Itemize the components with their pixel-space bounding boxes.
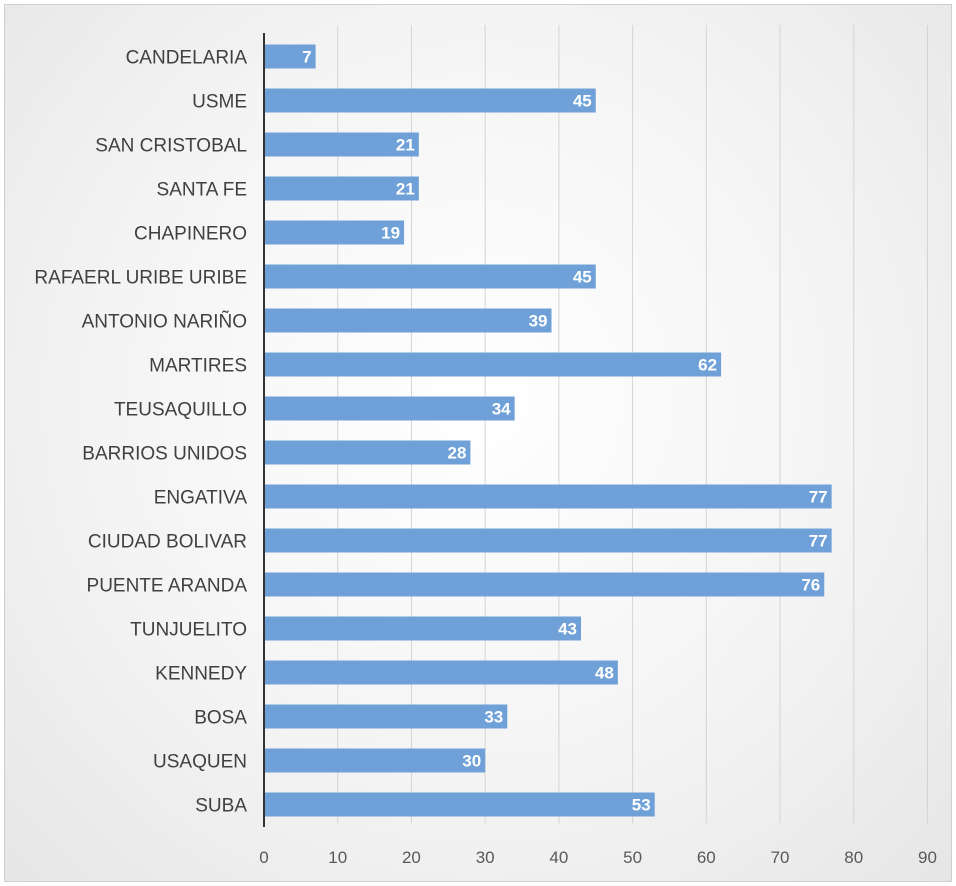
bar <box>264 88 596 113</box>
x-tick-label: 80 <box>844 848 863 867</box>
bar-value-label: 43 <box>558 620 577 639</box>
bar <box>264 264 596 289</box>
bar <box>264 748 486 773</box>
bar-value-label: 21 <box>396 136 415 155</box>
bar-value-label: 30 <box>462 752 481 771</box>
category-label: TEUSAQUILLO <box>114 400 247 421</box>
category-label: CHAPINERO <box>134 224 247 245</box>
gridlines <box>337 25 928 823</box>
category-label: ENGATIVA <box>154 488 248 509</box>
bar <box>264 440 471 465</box>
bar <box>264 484 832 509</box>
category-label: MARTIRES <box>149 356 247 377</box>
category-label: USAQUEN <box>153 752 247 773</box>
bar-value-label: 77 <box>809 532 828 551</box>
category-label: SAN CRISTOBAL <box>95 136 247 157</box>
bar-value-label: 77 <box>809 488 828 507</box>
category-label: CIUDAD BOLIVAR <box>88 532 247 553</box>
bar <box>264 396 515 421</box>
x-tick-label: 30 <box>476 848 495 867</box>
bar-value-label: 48 <box>595 664 614 683</box>
category-label: PUENTE ARANDA <box>87 576 248 597</box>
x-tick-label: 10 <box>328 848 347 867</box>
bars: 7 45 21 21 19 45 39 62 34 28 77 77 76 43 48 33 30 53 <box>264 44 832 817</box>
bar-chart: 7 45 21 21 19 45 39 62 34 28 77 77 76 43 48 33 30 53 CAND… <box>34 25 937 867</box>
category-label: SANTA FE <box>157 180 247 201</box>
bar <box>264 704 508 729</box>
x-tick-label: 40 <box>549 848 568 867</box>
bar <box>264 528 832 553</box>
bar <box>264 792 655 817</box>
bar-value-label: 21 <box>396 180 415 199</box>
x-tick-label: 90 <box>918 848 937 867</box>
x-tick-label: 70 <box>771 848 790 867</box>
bar-value-label: 45 <box>573 92 592 111</box>
category-label: RAFAERL URIBE URIBE <box>34 268 247 289</box>
x-tick-label: 60 <box>697 848 716 867</box>
category-labels: CANDELARIA USME SAN CRISTOBAL SANTA FE CHAPI… <box>34 48 247 817</box>
bar-value-label: 76 <box>801 576 820 595</box>
bar-value-label: 33 <box>484 708 503 727</box>
bar <box>264 572 825 597</box>
bar-value-label: 7 <box>302 48 311 67</box>
bar-value-label: 39 <box>529 312 548 331</box>
bar-value-label: 28 <box>447 444 466 463</box>
bar <box>264 660 618 685</box>
bar-value-label: 62 <box>698 356 717 375</box>
bar-value-label: 19 <box>381 224 400 243</box>
bar-value-label: 34 <box>492 400 511 419</box>
category-label: CANDELARIA <box>126 48 248 69</box>
bar <box>264 220 405 245</box>
bar <box>264 308 552 333</box>
bar <box>264 352 722 377</box>
category-label: KENNEDY <box>155 664 247 685</box>
bar <box>264 132 419 157</box>
category-label: TUNJUELITO <box>130 620 247 641</box>
bar-value-label: 53 <box>632 796 651 815</box>
category-label: USME <box>192 92 247 113</box>
bar-value-label: 45 <box>573 268 592 287</box>
bar <box>264 44 316 69</box>
category-label: BARRIOS UNIDOS <box>82 444 247 465</box>
category-label: ANTONIO NARIÑO <box>82 311 247 333</box>
x-tick-label: 20 <box>402 848 421 867</box>
x-axis-tick-labels: 0 10 20 30 40 50 60 70 80 90 <box>259 848 937 867</box>
bar <box>264 176 419 201</box>
x-tick-label: 50 <box>623 848 642 867</box>
x-tick-label: 0 <box>259 848 268 867</box>
category-label: BOSA <box>194 708 247 729</box>
bar <box>264 616 581 641</box>
chart-area: 7 45 21 21 19 45 39 62 34 28 77 77 76 43 48 33 30 53 CAND… <box>4 4 952 882</box>
category-label: SUBA <box>195 796 247 817</box>
